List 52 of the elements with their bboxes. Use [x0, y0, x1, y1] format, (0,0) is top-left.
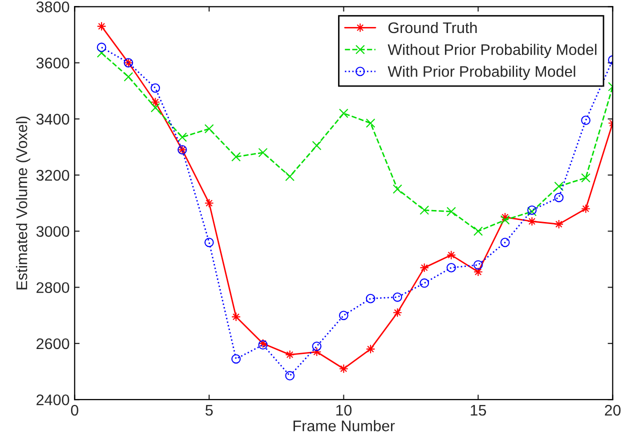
y-tick-label: 3600 — [36, 58, 70, 68]
legend-label: With Prior Probability Model — [388, 66, 576, 80]
point — [178, 132, 187, 142]
point — [420, 205, 430, 215]
point — [312, 342, 322, 351]
x-tick-label: 20 — [604, 404, 621, 416]
point — [285, 371, 295, 380]
point — [473, 226, 483, 236]
y-tick-label: 3200 — [36, 170, 70, 181]
x-tick-label: 15 — [470, 405, 486, 416]
point — [96, 42, 106, 52]
point — [312, 140, 322, 150]
point — [392, 184, 402, 194]
point — [366, 118, 376, 128]
x-tick-label: 0 — [70, 404, 78, 416]
point — [500, 238, 510, 248]
y-axis-title: Estimated Volume (Voxel) — [16, 116, 30, 290]
y-tick-label: 3000 — [36, 226, 70, 237]
legend-label: Without Prior Probability Model — [388, 44, 596, 58]
point — [392, 292, 402, 302]
point — [581, 204, 590, 214]
y-tick-label: 2800 — [36, 282, 70, 294]
point — [204, 124, 214, 134]
point — [366, 294, 376, 304]
point — [204, 238, 214, 248]
point — [500, 215, 510, 225]
point — [420, 278, 430, 288]
point — [150, 103, 160, 112]
point — [554, 192, 564, 202]
y-tick-label: 3400 — [36, 114, 70, 125]
point — [285, 172, 295, 182]
point — [581, 173, 590, 183]
y-tick-label: 2400 — [36, 394, 70, 406]
legend-label: Ground Truth — [388, 22, 477, 34]
x-tick-label: 5 — [206, 405, 213, 416]
point — [554, 182, 564, 191]
point — [258, 148, 268, 158]
x-tick-label: 10 — [336, 404, 352, 416]
y-tick-label: 3800 — [36, 2, 70, 12]
y-tick-label: 2600 — [36, 338, 70, 350]
point — [473, 260, 483, 270]
point — [231, 152, 241, 162]
point — [124, 72, 134, 82]
point — [446, 250, 456, 260]
point — [446, 263, 456, 272]
point — [581, 116, 590, 126]
point — [338, 108, 348, 118]
point — [231, 354, 241, 364]
point — [150, 83, 160, 93]
point — [338, 310, 348, 320]
point — [446, 206, 456, 216]
x-axis-title: Frame Number — [294, 420, 395, 432]
